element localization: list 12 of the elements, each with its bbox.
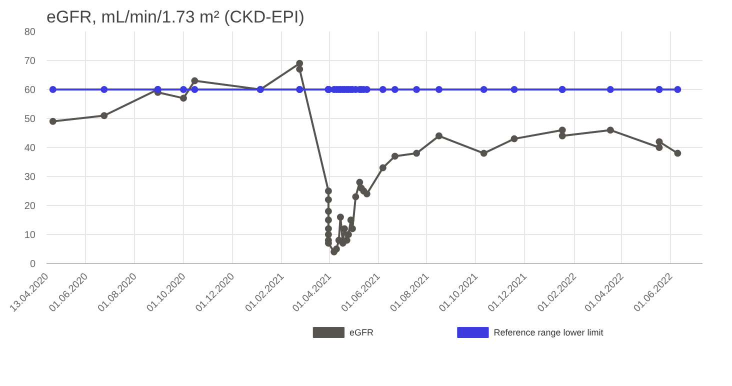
y-tick-label: 30 bbox=[24, 172, 36, 183]
chart-title: eGFR, mL/min/1.73 m² (CKD-EPI) bbox=[46, 8, 304, 26]
y-tick-label: 40 bbox=[24, 143, 36, 154]
y-tick-label: 0 bbox=[30, 259, 36, 270]
y-tick-label: 70 bbox=[24, 56, 36, 67]
legend-label: Reference range lower limit bbox=[494, 328, 604, 338]
y-tick-label: 80 bbox=[24, 27, 36, 38]
y-tick-label: 60 bbox=[24, 85, 36, 96]
y-tick-label: 20 bbox=[24, 201, 36, 212]
y-tick-label: 10 bbox=[24, 230, 36, 241]
legend-label: eGFR bbox=[349, 328, 374, 338]
y-tick-label: 50 bbox=[24, 114, 36, 125]
